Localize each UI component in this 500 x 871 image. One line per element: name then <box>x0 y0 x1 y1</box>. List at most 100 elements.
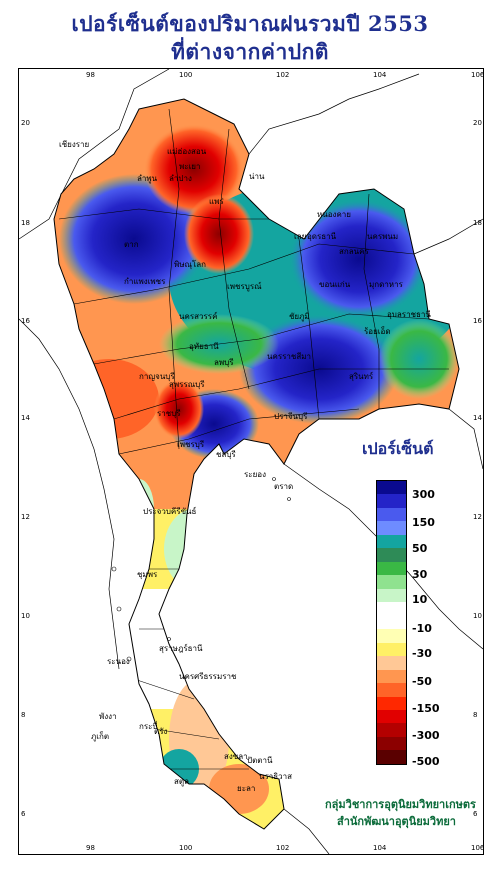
province-label: ยะลา <box>237 784 255 793</box>
province-label: เพชรบูรณ์ <box>227 281 262 292</box>
legend-label: 300 <box>412 488 435 501</box>
province-label: กำแพงเพชร <box>124 277 166 286</box>
y-tick-left: 14 <box>21 414 30 422</box>
province-label: ภูเก็ต <box>91 731 109 742</box>
province-label: ปัตตานี <box>247 756 273 765</box>
legend-label: 30 <box>412 568 428 581</box>
legend-swatch <box>377 481 406 495</box>
y-tick-left: 6 <box>21 810 26 818</box>
legend-swatch <box>377 656 406 670</box>
y-tick-right: 10 <box>473 612 482 620</box>
province-label: ชุมพร <box>137 570 158 579</box>
province-label: นราธิวาส <box>259 772 292 781</box>
province-label: พังงา <box>99 712 117 721</box>
province-label: นครสวรรค์ <box>179 311 217 321</box>
province-label: เชียงราย <box>59 140 89 149</box>
legend-swatch <box>377 615 406 630</box>
x-tick-top: 100 <box>179 71 193 79</box>
y-tick-right: 6 <box>473 810 478 818</box>
province-label: ลพบุรี <box>214 358 234 367</box>
province-label: หนองคาย <box>317 210 351 219</box>
legend-label: 50 <box>412 542 428 555</box>
province-label: แพร่ <box>209 197 224 206</box>
province-label: นครศรีธรรมราช <box>179 672 237 681</box>
credit-line-1: กลุ่มวิชาการอุตุนิยมวิทยาเกษตร <box>325 798 476 811</box>
x-tick-bottom: 102 <box>276 844 290 852</box>
province-label: ปราจีนบุรี <box>274 412 308 421</box>
legend-label: -50 <box>412 675 432 688</box>
legend-swatch <box>377 736 406 751</box>
legend-swatch <box>377 642 406 657</box>
legend-swatch <box>377 750 406 764</box>
province-label: ลำปาง <box>169 174 192 183</box>
province-boundaries <box>58 108 449 770</box>
legend-label: -500 <box>412 755 440 768</box>
province-label: กระบี่ <box>139 720 158 731</box>
legend-swatch <box>377 683 406 697</box>
legend-swatch <box>377 723 406 737</box>
legend-swatch <box>377 548 406 562</box>
y-tick-left: 18 <box>21 219 30 227</box>
province-label: นครพนม <box>367 232 398 241</box>
province-label: เลย <box>294 232 306 241</box>
legend-label: -30 <box>412 647 432 660</box>
province-label: ร้อยเอ็ด <box>364 326 391 336</box>
legend-title: เปอร์เซ็นต์ <box>362 439 434 458</box>
province-label: ประจวบคีรีขันธ์ <box>143 506 197 516</box>
y-tick-left: 12 <box>21 513 30 521</box>
legend-swatch <box>377 521 406 535</box>
map-title-line-2: ที่ต่างจากค่าปกติ <box>171 39 329 64</box>
legend-swatch <box>377 575 406 589</box>
province-label: แม่ฮ่องสอน <box>167 147 207 156</box>
y-tick-right: 18 <box>473 219 482 227</box>
legend-label: 10 <box>412 593 428 606</box>
x-tick-top: 102 <box>276 71 290 79</box>
province-label: ตรัง <box>154 727 167 736</box>
province-label: ชลบุรี <box>216 450 236 459</box>
province-label: สงขลา <box>224 752 248 761</box>
province-label: เพชรบุรี <box>177 440 205 449</box>
province-label: ระนอง <box>107 657 130 666</box>
legend-swatch <box>377 561 406 576</box>
province-label: อุดรธานี <box>307 232 337 241</box>
province-label: ชัยภูมิ <box>289 312 310 322</box>
legend-swatch <box>377 629 406 643</box>
map-title-line-1: เปอร์เซ็นต์ของปริมาณฝนรวมปี 2553 <box>71 11 429 36</box>
thailand-outline <box>53 98 460 830</box>
legend-label: -150 <box>412 702 440 715</box>
province-label: สุพรรณบุรี <box>169 380 205 389</box>
x-tick-bottom: 100 <box>179 844 193 852</box>
province-label: พิษณุโลก <box>174 259 206 269</box>
y-tick-right: 14 <box>473 414 482 422</box>
province-label: สุรินทร์ <box>349 371 374 381</box>
x-tick-top: 98 <box>86 71 95 79</box>
y-tick-left: 8 <box>21 711 26 719</box>
y-tick-right: 20 <box>473 119 482 127</box>
province-label: ระยอง <box>244 470 266 479</box>
legend-label: -10 <box>412 622 432 635</box>
legend-swatch <box>377 494 406 508</box>
x-tick-bottom: 98 <box>86 844 95 852</box>
legend-swatch <box>377 602 406 616</box>
province-label: อุทัยธานี <box>189 342 219 351</box>
x-tick-top: 106 <box>471 71 485 79</box>
province-label: ตาก <box>124 240 139 249</box>
province-label: ขอนแก่น <box>319 280 351 289</box>
legend-swatch <box>377 669 406 684</box>
legend-swatch <box>377 534 406 549</box>
y-tick-right: 12 <box>473 513 482 521</box>
legend-label: -300 <box>412 729 440 742</box>
province-label: กาญจนบุรี <box>139 372 175 381</box>
legend-color-bar <box>376 480 407 765</box>
province-label: อุบลราชธานี <box>387 310 431 319</box>
y-tick-left: 20 <box>21 119 30 127</box>
province-label: สตูล <box>174 777 189 787</box>
y-tick-right: 16 <box>473 317 482 325</box>
legend-swatch <box>377 709 406 724</box>
credit-line-2: สำนักพัฒนาอุตุนิยมวิทยา <box>337 815 456 828</box>
legend-swatch <box>377 696 406 710</box>
y-tick-left: 10 <box>21 612 30 620</box>
legend-label: 150 <box>412 516 435 529</box>
x-tick-top: 104 <box>373 71 387 79</box>
